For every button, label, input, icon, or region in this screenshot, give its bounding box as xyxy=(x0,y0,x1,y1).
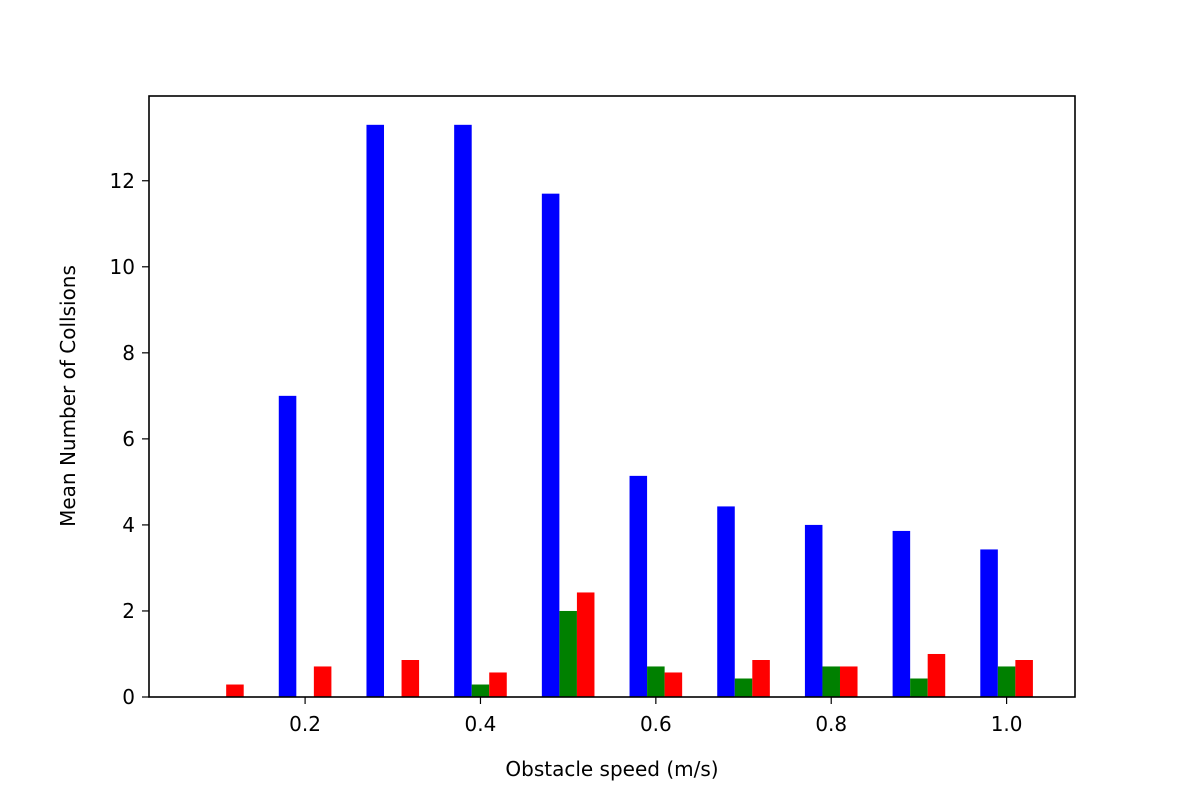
axes-frame xyxy=(148,95,1076,698)
bar-series3-8 xyxy=(927,653,946,697)
bar-series2-4 xyxy=(559,610,577,697)
bar-series1-2 xyxy=(366,124,385,697)
bars-group xyxy=(226,124,1033,697)
x-tick-label: 0.4 xyxy=(465,712,497,736)
x-axis-ticks: 0.2 0.4 0.6 0.8 1.0 xyxy=(289,697,1023,736)
y-tick-label: 4 xyxy=(122,513,135,537)
y-tick-label: 12 xyxy=(110,169,135,193)
x-tick-label: 0.6 xyxy=(640,712,672,736)
bar-series2-3 xyxy=(471,684,490,697)
y-axis-title: Mean Number of Collsions xyxy=(56,265,80,527)
bar-series3-0 xyxy=(226,684,244,697)
bar-series3-9 xyxy=(1015,660,1033,697)
bar-series3-6 xyxy=(752,660,770,697)
bar-series2-7 xyxy=(822,666,840,697)
bar-series1-4 xyxy=(541,193,560,697)
bar-series1-1 xyxy=(278,395,297,697)
bar-series1-8 xyxy=(892,530,911,697)
bar-series2-6 xyxy=(734,678,753,697)
x-tick-label: 1.0 xyxy=(991,712,1023,736)
y-axis-ticks: 0 2 4 6 8 10 12 xyxy=(110,169,149,709)
bar-series1-3 xyxy=(454,124,472,697)
bar-series3-5 xyxy=(664,672,683,697)
bar-series1-9 xyxy=(980,549,998,697)
bar-series1-7 xyxy=(804,524,823,697)
y-tick-label: 0 xyxy=(122,685,135,709)
bar-series2-9 xyxy=(997,666,1016,697)
x-tick-label: 0.2 xyxy=(289,712,321,736)
y-tick-label: 10 xyxy=(110,255,135,279)
x-axis-title: Obstacle speed (m/s) xyxy=(505,757,718,781)
bar-series3-1 xyxy=(313,666,332,697)
bar-series3-4 xyxy=(576,592,595,697)
bar-series1-6 xyxy=(717,506,735,697)
y-tick-label: 8 xyxy=(122,341,135,365)
y-tick-label: 2 xyxy=(122,599,135,623)
bar-series3-7 xyxy=(839,666,858,697)
bar-series2-8 xyxy=(910,678,928,697)
bar-series3-2 xyxy=(401,660,420,697)
x-tick-label: 0.8 xyxy=(815,712,847,736)
bar-series3-3 xyxy=(489,672,507,697)
y-tick-label: 6 xyxy=(122,427,135,451)
bar-series2-5 xyxy=(647,666,665,697)
bar-series1-5 xyxy=(629,475,648,697)
